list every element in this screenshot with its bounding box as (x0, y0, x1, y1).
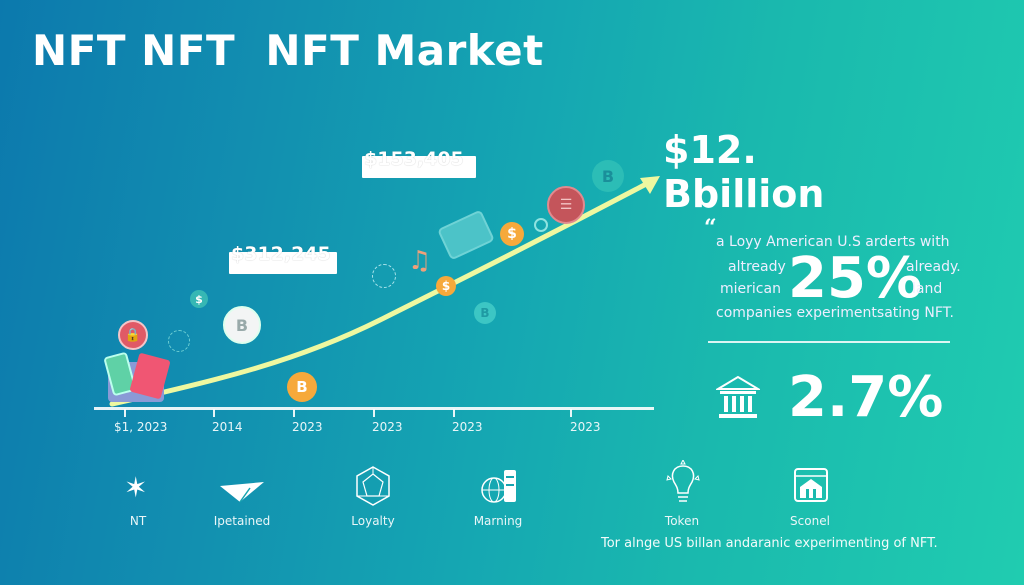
lightbulb-icon (666, 460, 700, 502)
category-marning: Marning (438, 460, 558, 530)
category-label: Sconel (790, 514, 830, 528)
star-icon: ✶ (124, 471, 148, 504)
trend-arrow (109, 176, 660, 407)
stats-divider (708, 341, 950, 343)
category-label: Loyalty (351, 514, 395, 528)
x-tick-label: 2023 (452, 420, 483, 434)
stat-line-4: companies experimentsating NFT. (716, 305, 954, 321)
x-tick (570, 409, 572, 417)
x-tick-label: 2023 (292, 420, 323, 434)
red-coin-icon: ☰ (547, 186, 585, 224)
category-label: NT (129, 514, 147, 528)
bitcoin-teal-icon: B (474, 302, 496, 324)
bank-icon (716, 375, 760, 418)
callout-value-mid: $312,245 (231, 243, 331, 265)
bitcoin-coin-icon: B (592, 160, 624, 192)
stat-line-1: a Loyy American U.S arderts with (716, 234, 950, 250)
categories-row: ✶ NT Ipetained Loyalty Marning (0, 460, 1024, 530)
x-tick-label: $1, 2023 (114, 420, 168, 434)
gem-icon (356, 466, 390, 506)
bitcoin-orange-coin-icon: B (287, 372, 317, 402)
callout-value-top: $153,405 (364, 148, 464, 170)
category-ipetained: Ipetained (182, 460, 302, 530)
x-tick (373, 409, 375, 417)
category-label: Token (664, 514, 700, 528)
footer-caption: Tor alnge US billan andaranic experiment… (601, 536, 938, 551)
stat-2-7-percent: 2.7% (788, 365, 944, 430)
lock-coin-icon: 🔒 (118, 320, 148, 350)
x-tick-label: 2023 (570, 420, 601, 434)
headline-value: $12. Bbillion (663, 128, 825, 216)
x-tick (213, 409, 215, 417)
stat-left-bottom: mierican (720, 281, 781, 297)
dollar-coin-icon: $ (500, 222, 524, 246)
category-label: Marning (473, 514, 523, 528)
stat-right-top: already. (906, 259, 961, 275)
small-coin-icon (534, 218, 548, 232)
x-tick-label: 2014 (212, 420, 243, 434)
growth-chart: $153,405 $312,245 B ☰ $ ♫ $ B $ B 🔒 B $1… (94, 148, 660, 434)
page-title: NFT NFT NFT Market (32, 26, 544, 75)
dollar-badge-icon: $ (190, 290, 208, 308)
x-tick-label: 2023 (372, 420, 403, 434)
dashed-coin-icon (372, 264, 396, 288)
paper-plane-icon (220, 482, 264, 503)
category-loyalty: Loyalty (313, 460, 433, 530)
category-label: Ipetained (213, 514, 271, 528)
category-sconel: Sconel (750, 460, 870, 530)
callout-box-mid (229, 252, 337, 274)
quote-mark: “ (704, 215, 717, 241)
x-tick (453, 409, 455, 417)
x-axis (94, 407, 654, 410)
x-tick (293, 409, 295, 417)
x-tick (124, 409, 126, 417)
dashed-gear-icon (168, 330, 190, 352)
stat-left-top: altready (728, 259, 786, 275)
category-nt: ✶ NT (78, 460, 198, 530)
callout-box-top (362, 156, 476, 178)
category-token: Token (622, 460, 742, 530)
globe-server-icon (481, 470, 516, 503)
stat-25-percent: 25% (788, 246, 923, 311)
house-window-icon (794, 468, 828, 502)
stat-right-bottom: land (912, 281, 943, 297)
bitcoin-white-coin-icon: B (223, 306, 261, 344)
music-note-icon: ♫ (408, 246, 432, 276)
dollar-coin-small-icon: $ (436, 276, 456, 296)
stats-panel: “ a Loyy American U.S arderts with altre… (700, 215, 1000, 435)
